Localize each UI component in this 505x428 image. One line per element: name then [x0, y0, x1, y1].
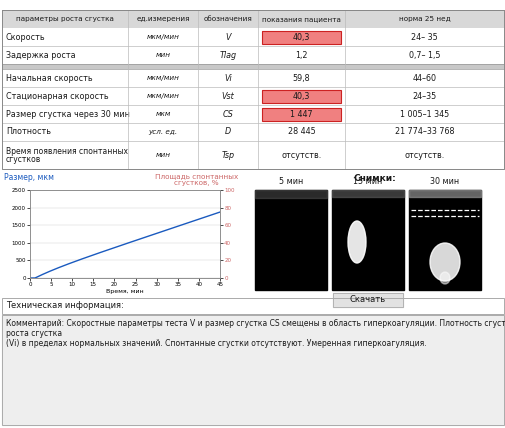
Text: показания пациента: показания пациента: [262, 16, 340, 22]
Text: Стационарная скорость: Стационарная скорость: [6, 92, 109, 101]
Bar: [262, 89, 340, 102]
Bar: [2, 28, 503, 46]
Text: Снимки:: Снимки:: [353, 174, 395, 183]
Text: 1,2: 1,2: [294, 51, 307, 59]
Text: Tlag: Tlag: [219, 51, 236, 59]
Text: 30 мин: 30 мин: [430, 177, 459, 186]
Text: Комментарий: Скоростные параметры теста V и размер сгустка CS смещены в область : Комментарий: Скоростные параметры теста …: [6, 318, 505, 327]
Bar: [2, 298, 503, 314]
Bar: [2, 315, 503, 425]
Ellipse shape: [439, 272, 449, 284]
Bar: [2, 10, 503, 169]
Text: 40,3: 40,3: [292, 92, 310, 101]
Bar: [262, 30, 340, 44]
Ellipse shape: [347, 221, 365, 263]
Text: 1 005–1 345: 1 005–1 345: [399, 110, 448, 119]
Bar: [262, 30, 340, 44]
Text: V: V: [225, 33, 230, 42]
Bar: [408, 190, 480, 290]
Bar: [262, 107, 340, 121]
Text: D: D: [225, 128, 231, 137]
Text: параметры роста сгустка: параметры роста сгустка: [16, 16, 114, 22]
Text: Начальная скорость: Начальная скорость: [6, 74, 92, 83]
Text: 21 774–33 768: 21 774–33 768: [394, 128, 453, 137]
Text: 15 мин: 15 мин: [352, 177, 382, 186]
Bar: [262, 89, 340, 102]
Bar: [255, 190, 326, 290]
Text: Vi: Vi: [224, 74, 231, 83]
Bar: [2, 315, 503, 425]
Text: 24–35: 24–35: [412, 92, 436, 101]
Text: CS: CS: [222, 110, 233, 119]
Text: Размер сгустка через 30 мин: Размер сгустка через 30 мин: [6, 110, 130, 119]
Text: мин: мин: [155, 152, 170, 158]
Text: сгустков: сгустков: [6, 155, 41, 164]
Text: отсутств.: отсутств.: [403, 151, 444, 160]
Bar: [262, 107, 340, 121]
Bar: [332, 293, 402, 307]
Bar: [2, 105, 503, 123]
X-axis label: Время, мин: Время, мин: [106, 288, 143, 294]
Bar: [331, 190, 403, 290]
Bar: [2, 141, 503, 169]
Text: Размер, мкм: Размер, мкм: [4, 173, 54, 182]
Bar: [2, 69, 503, 87]
Text: мкм/мин: мкм/мин: [146, 75, 179, 81]
Text: 59,8: 59,8: [292, 74, 310, 83]
Bar: [331, 190, 403, 197]
Text: норма 25 нед: норма 25 нед: [398, 16, 449, 22]
Text: Задержка роста: Задержка роста: [6, 51, 75, 59]
Text: роста сгустка: роста сгустка: [6, 329, 62, 338]
Text: 24– 35: 24– 35: [410, 33, 437, 42]
Bar: [2, 123, 503, 141]
Text: Tsp: Tsp: [221, 151, 234, 160]
Text: Время появления спонтанных: Время появления спонтанных: [6, 146, 128, 155]
Text: Площадь спонтанных
сгустков, %: Площадь спонтанных сгустков, %: [155, 173, 237, 186]
Bar: [2, 10, 503, 28]
Text: 1 447: 1 447: [289, 110, 312, 119]
Text: Vst: Vst: [221, 92, 234, 101]
Text: (Vi) в пределах нормальных значений. Спонтанные сгустки отсутствуют. Умеренная г: (Vi) в пределах нормальных значений. Спо…: [6, 339, 426, 348]
Text: 40,3: 40,3: [292, 33, 310, 42]
Bar: [2, 87, 503, 105]
Text: мин: мин: [155, 52, 170, 58]
Bar: [408, 190, 480, 197]
Bar: [2, 64, 503, 69]
Text: Техническая информация:: Техническая информация:: [6, 301, 124, 310]
Text: мкм/мин: мкм/мин: [146, 93, 179, 99]
Text: обозначения: обозначения: [203, 16, 252, 22]
Bar: [332, 293, 402, 307]
Text: 44–60: 44–60: [412, 74, 436, 83]
Bar: [2, 46, 503, 64]
Text: Плотность: Плотность: [6, 128, 51, 137]
Text: Скачать: Скачать: [349, 295, 385, 304]
Text: усл. ед.: усл. ед.: [148, 129, 177, 135]
Text: 0,7– 1,5: 0,7– 1,5: [408, 51, 439, 59]
Bar: [255, 190, 326, 198]
Text: мкм/мин: мкм/мин: [146, 34, 179, 40]
Text: мкм: мкм: [155, 111, 170, 117]
Text: ед.измерения: ед.измерения: [136, 16, 189, 22]
Bar: [2, 298, 503, 314]
Ellipse shape: [429, 243, 459, 281]
Text: 28 445: 28 445: [287, 128, 315, 137]
Text: отсутств.: отсутств.: [281, 151, 321, 160]
Text: 5 мин: 5 мин: [278, 177, 302, 186]
Text: Скорость: Скорость: [6, 33, 45, 42]
